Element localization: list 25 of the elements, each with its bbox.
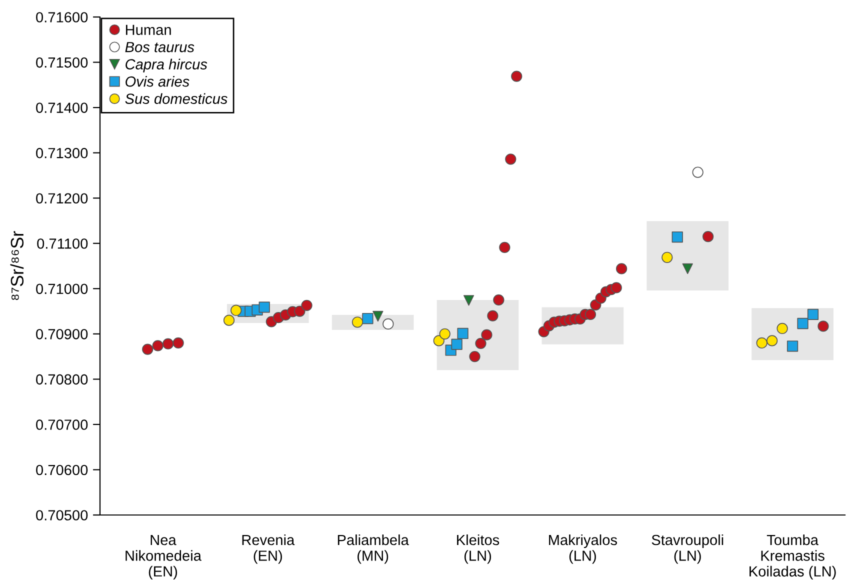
x-tick-label: Toumba Kremastis Koiladas (LN) [750,534,836,580]
x-tick-label: Makriyalos (LN) [549,534,617,564]
y-tick-label: 0.70600 [36,464,88,476]
y-tick-label: 0.71400 [36,102,88,113]
y-tick-label: 0.70800 [36,374,88,385]
y-tick-label: 0.71300 [36,148,88,158]
y-tick-label: 0.70700 [36,420,88,430]
x-tick-label: Nea Nikomedeia (EN) [126,534,202,580]
y-tick-label: 0.71200 [36,193,88,204]
legend-label: Capra hircus [126,58,208,72]
y-tick-label: 0.71600 [36,12,88,22]
x-tick-label: Revenia (EN) [242,534,295,564]
y-tick-label: 0.70500 [36,510,88,520]
legend-label: Human [126,24,171,36]
x-tick-label: Paliambela (MN) [338,534,409,564]
legend-label: Ovis aries [126,76,190,87]
y-tick-label: 0.71500 [36,57,88,68]
y-tick-label: 0.70900 [36,329,88,340]
y-tick-label: 0.71100 [37,238,88,249]
y-axis-title: ⁸⁷Sr/⁸⁶Sr [10,231,24,300]
x-tick-label: Kleitos (LN) [457,534,500,564]
legend-label: Bos taurus [125,42,194,52]
legend-label: Sus domesticus [125,93,228,104]
x-tick-label: Stavroupoli (LN) [652,534,724,564]
y-tick-label: 0.71000 [36,284,88,294]
